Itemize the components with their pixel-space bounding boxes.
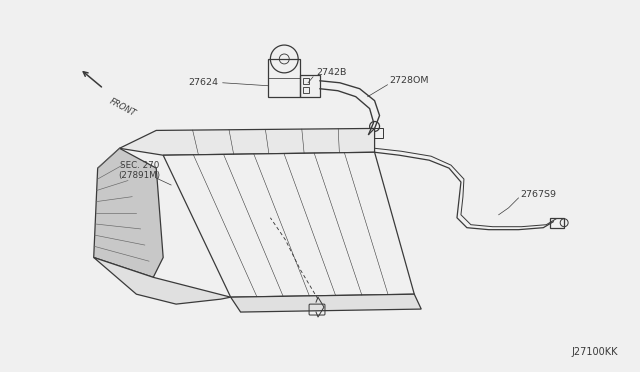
Bar [268, 59, 300, 97]
Text: 2728OM: 2728OM [390, 76, 429, 85]
Bar [303, 78, 309, 84]
Bar [365, 128, 383, 138]
Polygon shape [230, 294, 421, 312]
Text: 2742B: 2742B [316, 68, 346, 77]
Text: (27891M): (27891M) [118, 171, 161, 180]
Bar [303, 87, 309, 93]
Polygon shape [120, 128, 374, 155]
Bar [550, 218, 564, 228]
Text: SEC. 270: SEC. 270 [120, 161, 159, 170]
Polygon shape [163, 152, 414, 297]
Bar [300, 75, 320, 97]
Text: FRONT: FRONT [108, 97, 137, 118]
Text: 2767S9: 2767S9 [520, 190, 557, 199]
Text: J27100KK: J27100KK [572, 347, 618, 357]
Polygon shape [93, 148, 163, 277]
Polygon shape [93, 257, 230, 304]
Text: 27624: 27624 [189, 78, 219, 87]
